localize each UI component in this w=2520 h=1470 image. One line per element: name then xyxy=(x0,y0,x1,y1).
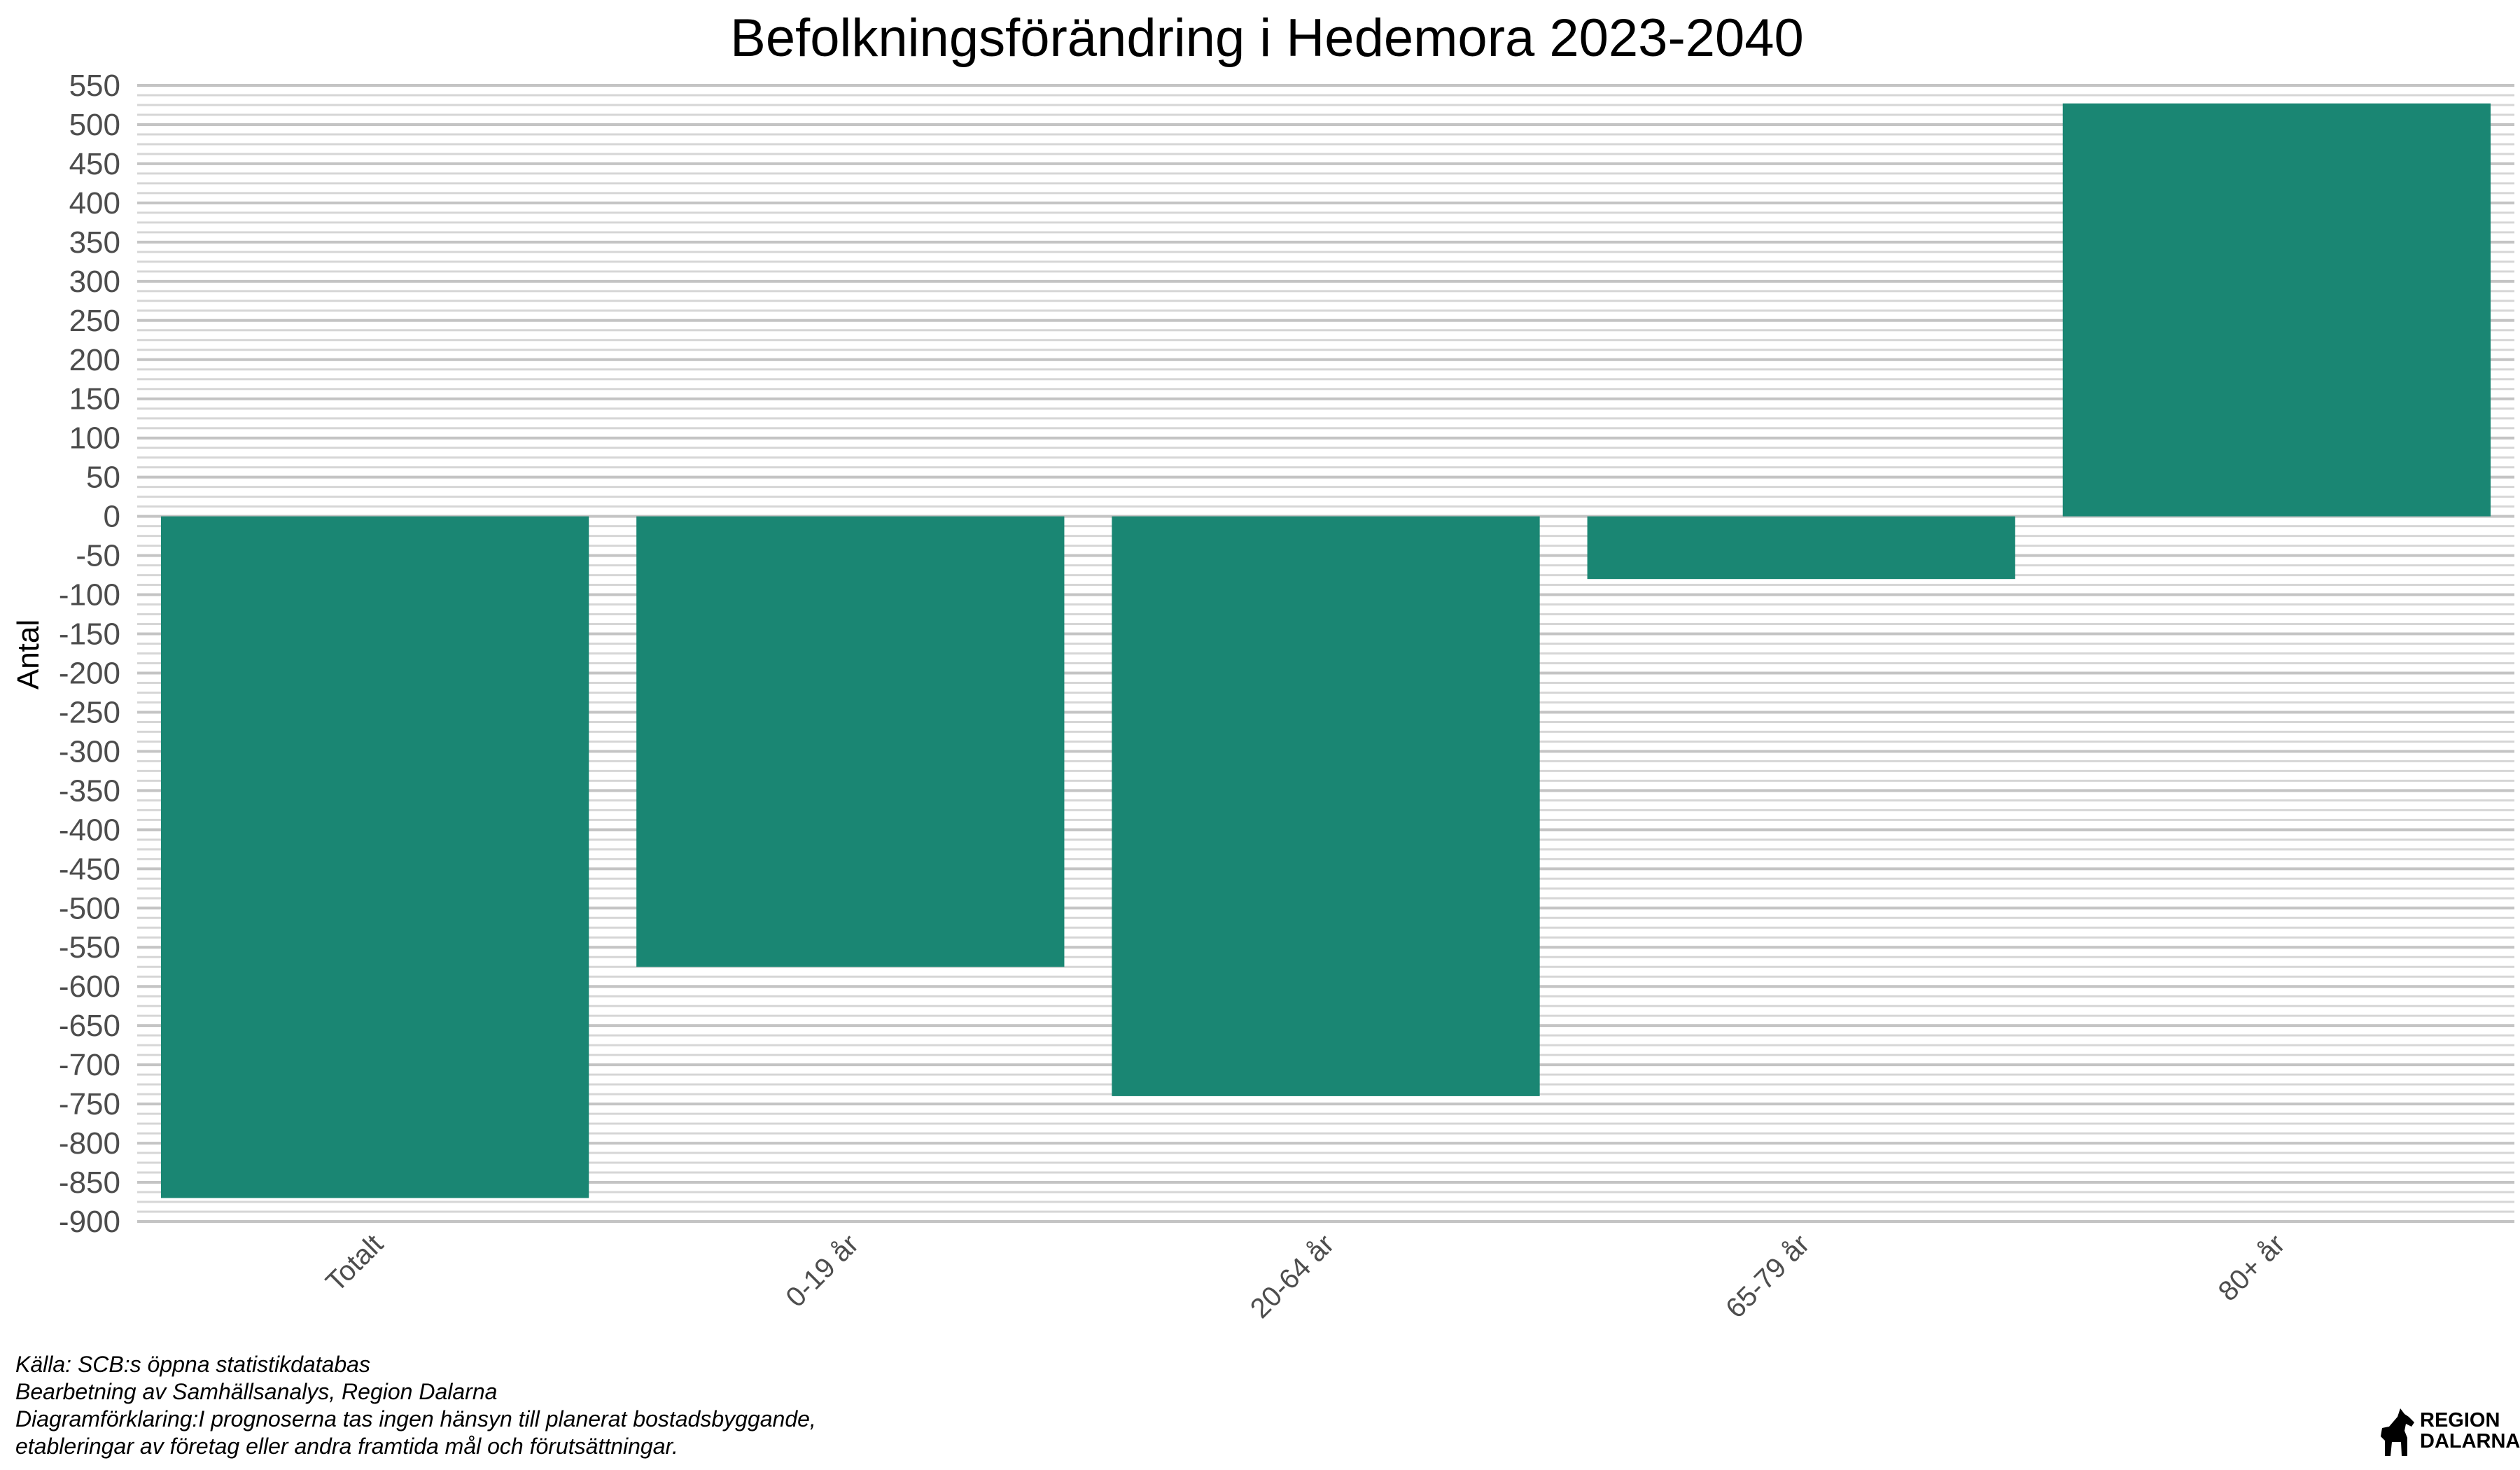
y-tick-label: -350 xyxy=(59,774,120,808)
y-tick-label: 0 xyxy=(104,500,120,534)
caption: Källa: SCB:s öppna statistikdatabas Bear… xyxy=(15,1351,816,1460)
y-tick-label: -700 xyxy=(59,1048,120,1082)
x-tick-label: 20-64 år xyxy=(1245,1228,1340,1324)
y-tick-label: -550 xyxy=(59,930,120,965)
y-tick-label: -500 xyxy=(59,891,120,925)
y-axis-ticks: -900-850-800-750-700-650-600-550-500-450… xyxy=(59,69,120,1239)
x-tick-label: Totalt xyxy=(320,1228,389,1298)
y-tick-label: -600 xyxy=(59,969,120,1004)
dala-horse-icon xyxy=(2381,1408,2414,1456)
y-tick-label: 400 xyxy=(69,186,120,220)
bars xyxy=(160,103,2491,1198)
x-tick-label: 0-19 år xyxy=(780,1228,864,1313)
y-tick-label: -800 xyxy=(59,1126,120,1161)
x-tick-label: 65-79 år xyxy=(1720,1228,1815,1324)
caption-explanation-2: etableringar av företag eller andra fram… xyxy=(15,1434,678,1459)
y-tick-label: 550 xyxy=(69,69,120,103)
y-tick-label: 300 xyxy=(69,265,120,299)
y-tick-label: -50 xyxy=(76,539,120,573)
y-tick-label: -900 xyxy=(59,1205,120,1239)
y-tick-label: 200 xyxy=(69,343,120,377)
y-tick-label: -300 xyxy=(59,734,120,769)
caption-processing: Bearbetning av Samhällsanalys, Region Da… xyxy=(15,1379,498,1404)
y-tick-label: -400 xyxy=(59,813,120,847)
caption-explanation-1: Diagramförklaring:I prognoserna tas inge… xyxy=(15,1406,816,1432)
bar-4 xyxy=(1587,516,2015,580)
bar-3 xyxy=(1112,516,1540,1096)
y-tick-label: 450 xyxy=(69,147,120,181)
y-tick-label: -650 xyxy=(59,1009,120,1043)
logo-text-dalarna: DALARNA xyxy=(2420,1430,2520,1452)
logo-text-region: REGION xyxy=(2420,1409,2500,1432)
chart-title: Befolkningsförändring i Hedemora 2023-20… xyxy=(730,8,1804,68)
y-tick-label: 150 xyxy=(69,382,120,416)
y-tick-label: 250 xyxy=(69,304,120,338)
y-tick-label: 50 xyxy=(86,461,120,495)
bar-5 xyxy=(2062,103,2491,517)
region-dalarna-logo: REGION DALARNA xyxy=(2376,1407,2520,1463)
bar-2 xyxy=(636,516,1065,967)
y-tick-label: -150 xyxy=(59,617,120,652)
y-axis-label: Antal xyxy=(11,620,46,690)
y-tick-label: -750 xyxy=(59,1087,120,1121)
y-tick-label: 350 xyxy=(69,225,120,260)
bar-1 xyxy=(160,516,589,1198)
y-tick-label: -450 xyxy=(59,852,120,886)
x-axis-ticks: Totalt 0-19 år 20-64 år 65-79 år 80+ år xyxy=(320,1228,2291,1324)
x-tick-label: 80+ år xyxy=(2213,1228,2291,1307)
y-tick-label: -100 xyxy=(59,578,120,612)
caption-source: Källa: SCB:s öppna statistikdatabas xyxy=(15,1352,370,1377)
y-tick-label: -250 xyxy=(59,695,120,729)
y-tick-label: 500 xyxy=(69,108,120,142)
y-tick-label: -200 xyxy=(59,656,120,690)
y-tick-label: 100 xyxy=(69,421,120,456)
y-tick-label: -850 xyxy=(59,1166,120,1200)
